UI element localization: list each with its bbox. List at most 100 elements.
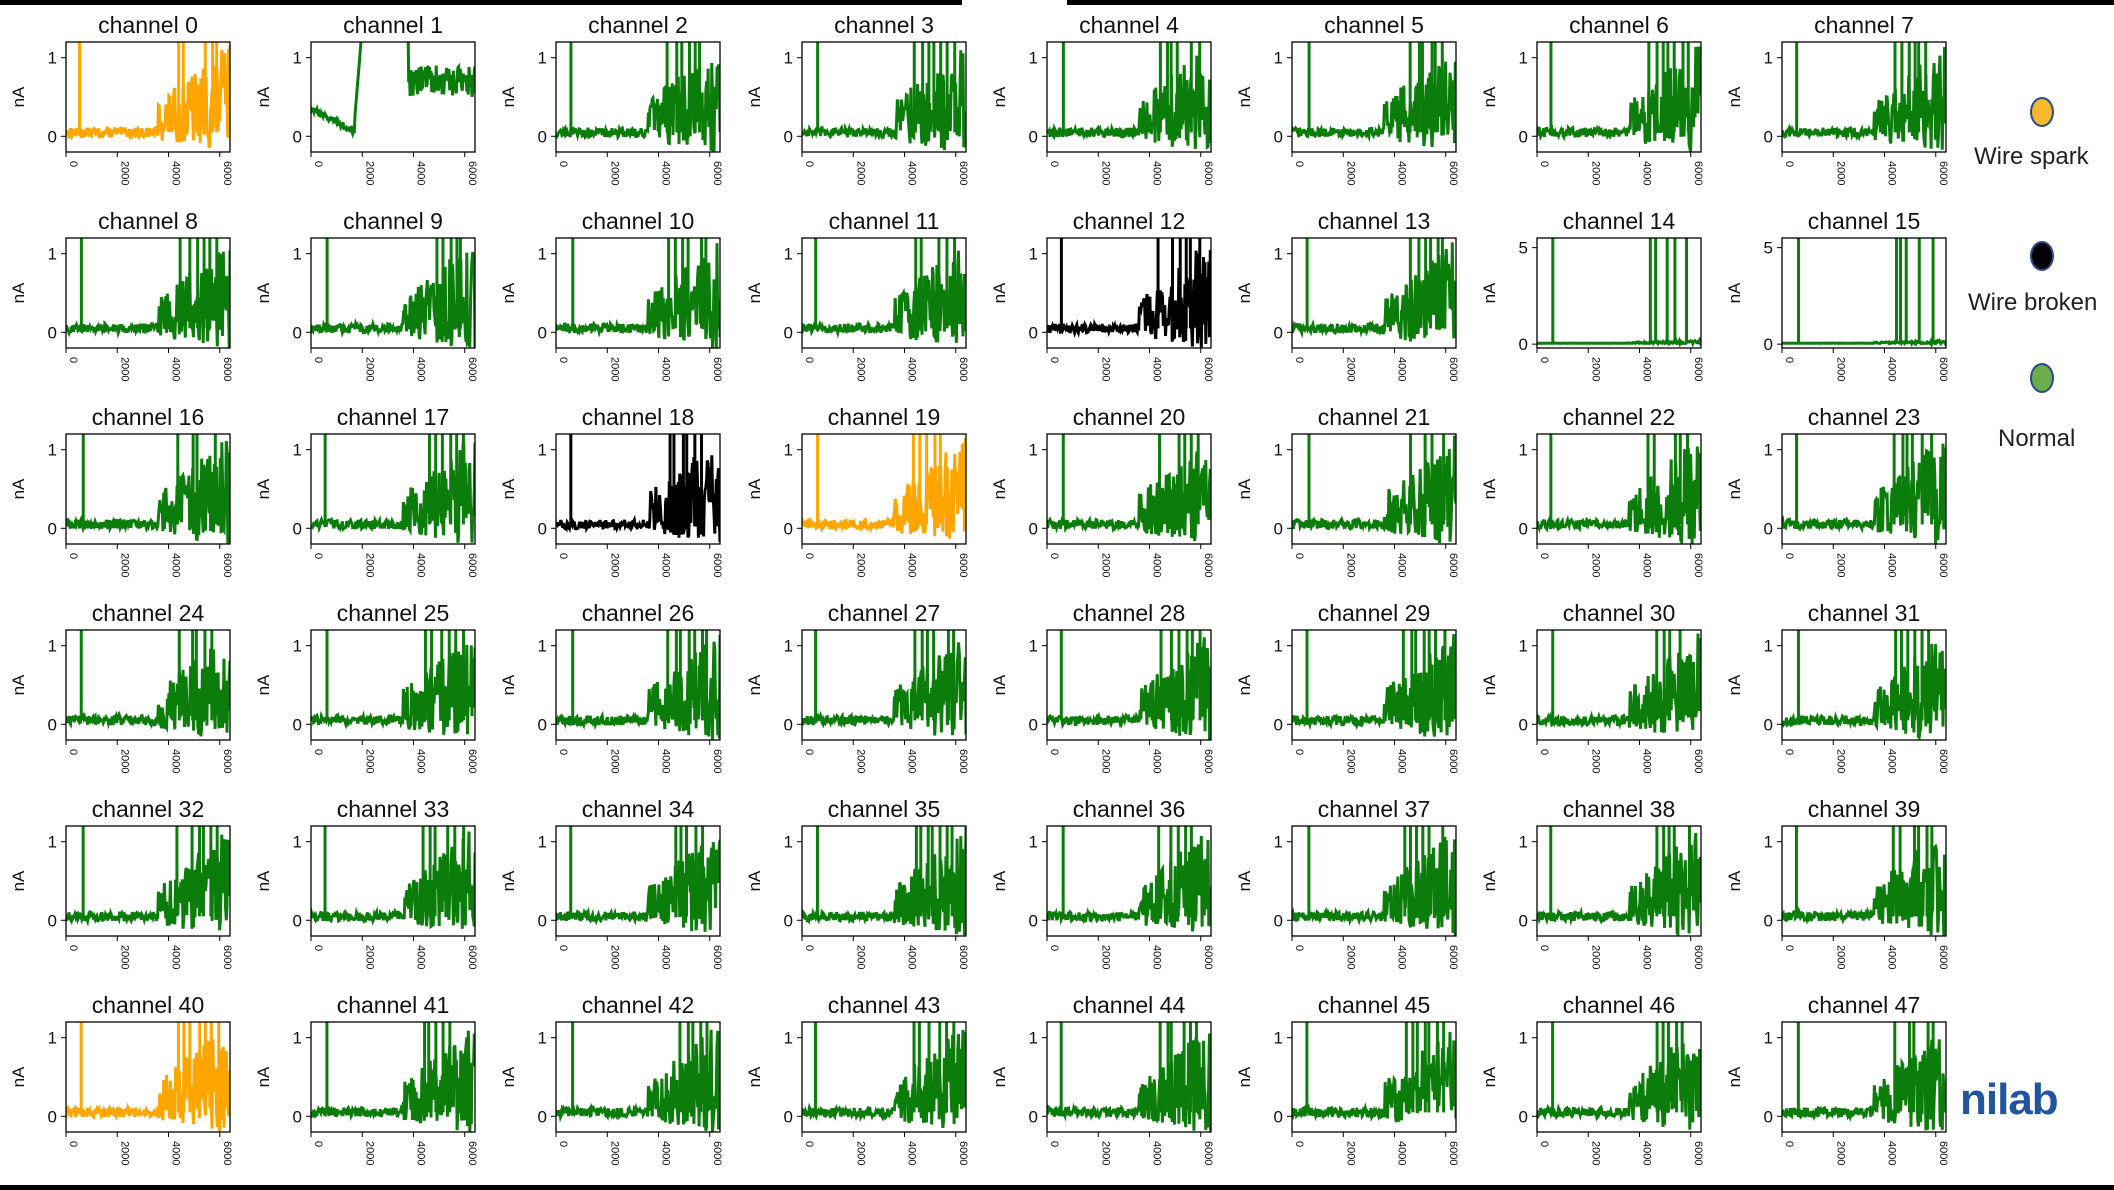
- plot-frame: [65, 825, 231, 937]
- x-tick-label: 2000: [363, 945, 375, 969]
- channel-plot-44: channel 44 nA 0 1 0 2000 4000 6000: [990, 992, 1214, 1165]
- channel-title: channel 18: [582, 404, 695, 430]
- channel-plot-15: channel 15 nA 0 5 0 2000 4000 6000: [1725, 208, 1949, 381]
- x-tick-label: 0: [557, 749, 569, 755]
- x-tick-label: 0: [1048, 945, 1060, 951]
- x-tick-label: 6000: [1447, 553, 1459, 577]
- signal-trace: [1782, 47, 1946, 150]
- signal-trace: [802, 250, 966, 343]
- y-tick-label: 0: [1764, 519, 1773, 538]
- x-tick-label: 6000: [1202, 749, 1214, 773]
- plot-frame: [555, 825, 721, 937]
- channel-title: channel 39: [1808, 796, 1921, 822]
- plot-frame: [65, 1021, 231, 1133]
- y-tick-label: 1: [538, 441, 547, 460]
- x-tick-label: 0: [1538, 945, 1550, 951]
- channel-plot-28: channel 28 nA 0 1 0 2000 4000 6000: [990, 600, 1214, 773]
- channel-plot-40: channel 40 nA 0 1 0 2000 4000 6000: [9, 992, 233, 1165]
- y-tick-label: 0: [293, 127, 302, 146]
- plot-frame: [1781, 41, 1947, 153]
- x-tick-label: 6000: [957, 553, 969, 577]
- y-tick-label: 0: [293, 715, 302, 734]
- y-axis-label: nA: [990, 1066, 1009, 1087]
- x-tick-label: 6000: [711, 161, 723, 185]
- x-tick-label: 0: [1783, 1141, 1795, 1147]
- y-tick-label: 0: [1029, 323, 1038, 342]
- y-tick-label: 1: [48, 1029, 57, 1048]
- x-tick-label: 6000: [221, 749, 233, 773]
- channel-title: channel 20: [1073, 404, 1186, 430]
- channel-title: channel 29: [1318, 600, 1431, 626]
- channel-title: channel 25: [337, 600, 450, 626]
- y-axis-label: nA: [499, 674, 518, 695]
- channel-title: channel 31: [1808, 600, 1921, 626]
- x-tick-label: 4000: [170, 945, 182, 969]
- x-tick-label: 2000: [1344, 553, 1356, 577]
- channel-title: channel 7: [1814, 12, 1914, 38]
- x-tick-label: 4000: [660, 161, 672, 185]
- x-tick-label: 6000: [1447, 945, 1459, 969]
- y-tick-label: 0: [293, 323, 302, 342]
- y-tick-label: 1: [784, 441, 793, 460]
- y-axis-label: nA: [1725, 86, 1744, 107]
- signal-trace: [1047, 637, 1211, 740]
- x-tick-label: 6000: [1937, 749, 1949, 773]
- y-axis-label: nA: [1235, 870, 1254, 891]
- x-tick-label: 2000: [608, 945, 620, 969]
- y-tick-label: 0: [1764, 911, 1773, 930]
- x-tick-label: 0: [1048, 749, 1060, 755]
- x-tick-label: 6000: [221, 945, 233, 969]
- plot-frame: [310, 825, 476, 937]
- y-axis-label: nA: [990, 478, 1009, 499]
- x-tick-label: 6000: [1937, 945, 1949, 969]
- x-tick-label: 2000: [1099, 749, 1111, 773]
- x-tick-label: 0: [1538, 357, 1550, 363]
- x-tick-label: 4000: [1396, 945, 1408, 969]
- y-tick-label: 1: [1029, 441, 1038, 460]
- y-tick-label: 1: [1764, 49, 1773, 68]
- signal-trace: [66, 440, 230, 544]
- y-axis-label: nA: [990, 282, 1009, 303]
- y-tick-label: 5: [1764, 239, 1773, 258]
- y-tick-label: 0: [784, 715, 793, 734]
- x-tick-label: 4000: [1641, 749, 1653, 773]
- x-tick-label: 6000: [1692, 161, 1704, 185]
- y-tick-label: 1: [1029, 637, 1038, 656]
- y-tick-label: 1: [1764, 1029, 1773, 1048]
- channel-title: channel 12: [1073, 208, 1186, 234]
- signal-trace: [1292, 1031, 1456, 1123]
- y-tick-label: 1: [293, 49, 302, 68]
- plot-frame: [1536, 1021, 1702, 1133]
- signal-trace: [311, 42, 475, 139]
- signal-trace: [1292, 836, 1456, 936]
- plot-frame: [801, 825, 967, 937]
- channel-title: channel 6: [1569, 12, 1669, 38]
- x-tick-label: 2000: [1589, 749, 1601, 773]
- x-tick-label: 4000: [415, 553, 427, 577]
- plot-frame: [1781, 237, 1947, 349]
- y-tick-label: 1: [784, 49, 793, 68]
- channel-title: channel 2: [588, 12, 688, 38]
- channel-plot-38: channel 38 nA 0 1 0 2000 4000 6000: [1480, 796, 1704, 969]
- y-tick-label: 1: [1029, 49, 1038, 68]
- plot-frame: [1291, 433, 1457, 545]
- plot-frame: [801, 41, 967, 153]
- x-tick-label: 4000: [415, 945, 427, 969]
- signal-trace: [556, 62, 720, 152]
- channel-plot-32: channel 32 nA 0 1 0 2000 4000 6000: [9, 796, 233, 969]
- x-tick-label: 0: [1783, 553, 1795, 559]
- signal-trace: [802, 826, 966, 936]
- x-tick-label: 0: [312, 945, 324, 951]
- y-axis-label: nA: [1480, 86, 1499, 107]
- y-axis-label: nA: [254, 282, 273, 303]
- channel-title: channel 16: [92, 404, 205, 430]
- x-tick-label: 0: [67, 553, 79, 559]
- y-tick-label: 0: [48, 127, 57, 146]
- channel-grid: channel 0 nA 0 1 0 2000 4000 6000 channel 1 nA 0 1 0…: [9, 12, 1949, 1165]
- y-tick-label: 0: [48, 1107, 57, 1126]
- x-tick-label: 4000: [660, 357, 672, 381]
- channel-plot-6: channel 6 nA 0 1 0 2000 4000 6000: [1480, 12, 1704, 185]
- channel-plot-36: channel 36 nA 0 1 0 2000 4000 6000: [990, 796, 1214, 969]
- y-axis-label: nA: [990, 870, 1009, 891]
- x-tick-label: 0: [1538, 553, 1550, 559]
